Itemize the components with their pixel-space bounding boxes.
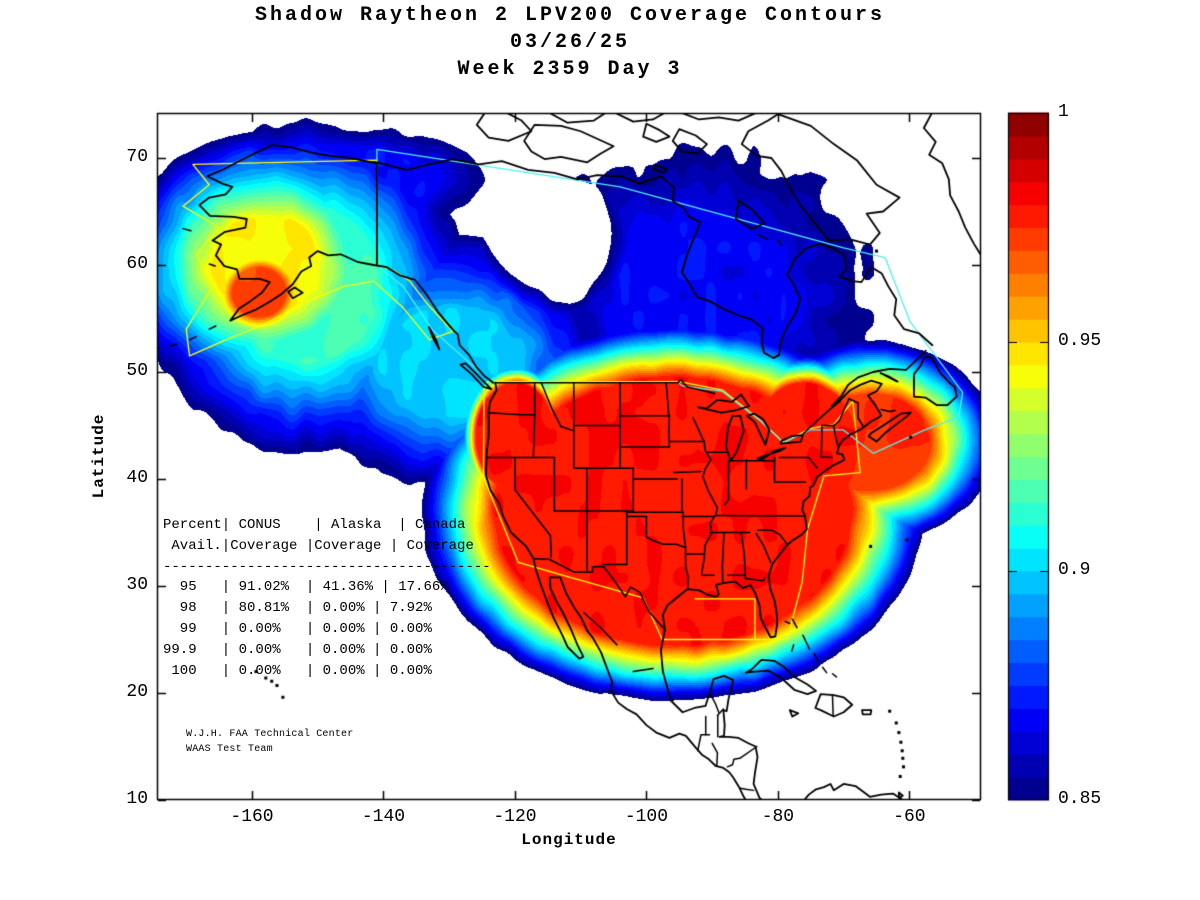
- figure-week-day-subtitle: Week 2359 Day 3: [457, 58, 683, 81]
- x-tick-label: -60: [893, 807, 926, 827]
- colorbar-tick-label: 0.85: [1058, 789, 1102, 809]
- y-tick-label: 30: [126, 575, 148, 595]
- y-tick-label: 50: [126, 361, 148, 381]
- footer-org-line: W.J.H. FAA Technical Center: [186, 729, 354, 740]
- x-tick-label: -80: [761, 807, 795, 827]
- y-tick-label: 40: [126, 468, 148, 488]
- x-tick-label: -100: [624, 807, 669, 827]
- colorbar-tick-label: 0.95: [1058, 331, 1102, 351]
- colorbar-tick-label: 1: [1058, 102, 1069, 122]
- coverage-stats-table: Percent| CONUS | Alaska | Canada Avail.|…: [163, 517, 491, 679]
- figure-date-subtitle: 03/26/25: [509, 31, 630, 54]
- y-tick-label: 10: [126, 789, 148, 809]
- x-tick-label: -160: [230, 807, 274, 827]
- y-tick-label: 60: [126, 254, 148, 274]
- colorbar-tick-label: 0.9: [1058, 560, 1091, 580]
- x-tick-label: -140: [361, 807, 406, 827]
- footer-team-line: WAAS Test Team: [186, 744, 273, 755]
- x-axis-label: Longitude: [521, 831, 617, 849]
- y-tick-label: 20: [126, 682, 148, 702]
- x-tick-label: -120: [493, 807, 537, 827]
- figure-title: Shadow Raytheon 2 LPV200 Coverage Contou…: [254, 4, 886, 27]
- y-tick-label: 70: [126, 147, 148, 167]
